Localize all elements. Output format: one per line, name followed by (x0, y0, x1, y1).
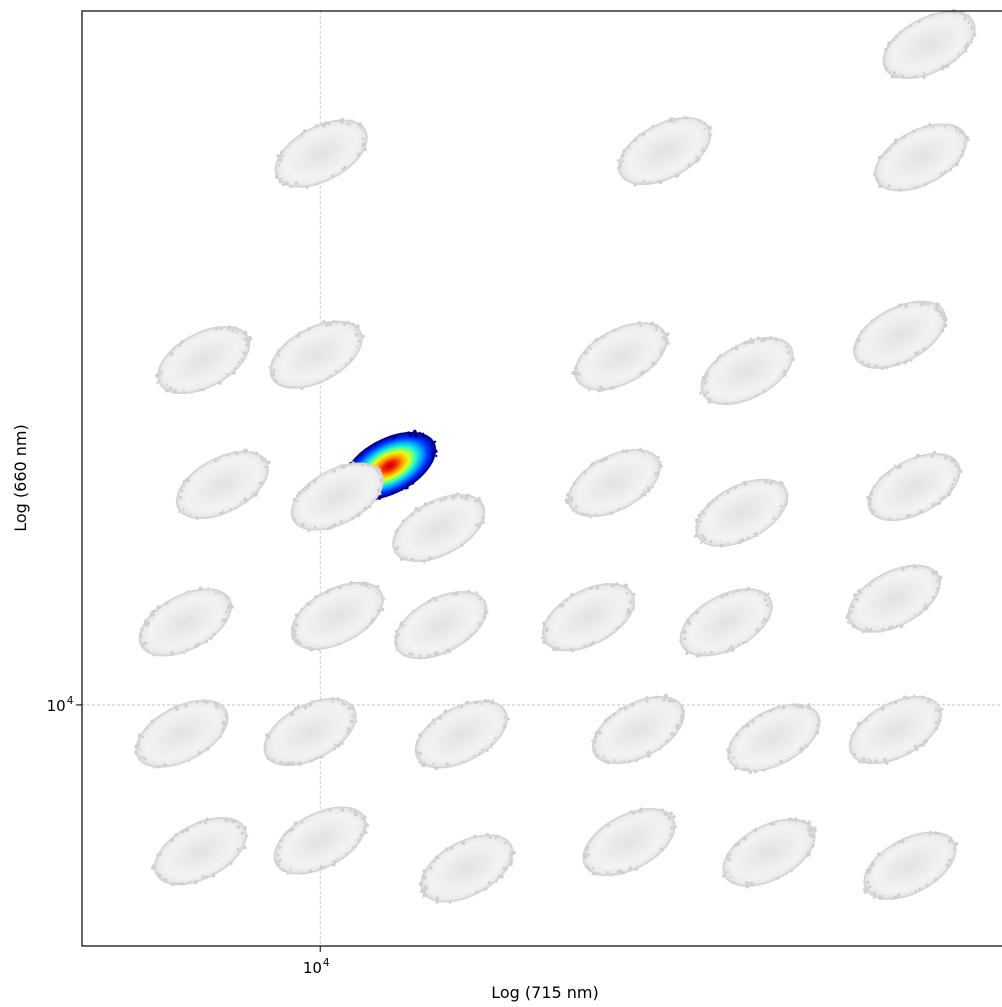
cluster (263, 696, 358, 767)
cluster (679, 586, 774, 658)
cluster (273, 806, 370, 875)
cluster (872, 122, 970, 192)
cluster (699, 336, 795, 406)
cluster (721, 817, 817, 889)
cluster (540, 582, 636, 653)
cluster (134, 699, 229, 769)
cluster (726, 703, 821, 775)
cluster (590, 693, 686, 765)
cluster (414, 698, 510, 771)
cluster (290, 580, 386, 652)
cluster (862, 830, 959, 901)
cluster (274, 117, 368, 189)
cluster (418, 832, 517, 904)
cluster (616, 116, 713, 187)
plot-frame (81, 10, 1002, 947)
cluster (150, 817, 249, 887)
cluster (866, 450, 963, 522)
cluster (268, 319, 365, 391)
cluster (138, 586, 234, 657)
cluster (394, 589, 489, 660)
cluster-layer (134, 8, 977, 904)
cluster (693, 478, 789, 548)
y-tick-label: 104 (47, 695, 74, 715)
x-tick-label: 104 (303, 957, 330, 977)
cluster (848, 694, 944, 765)
cluster (852, 300, 948, 371)
cluster (571, 320, 670, 393)
cluster (882, 8, 977, 80)
x-axis-label: Log (715 nm) (491, 983, 599, 1002)
cluster (175, 448, 271, 520)
cluster (290, 461, 384, 533)
cluster (582, 807, 678, 877)
cluster (564, 447, 663, 519)
cluster (392, 492, 486, 564)
y-axis-label: Log (660 nm) (11, 424, 30, 532)
cluster (845, 563, 943, 634)
cluster (154, 325, 253, 395)
